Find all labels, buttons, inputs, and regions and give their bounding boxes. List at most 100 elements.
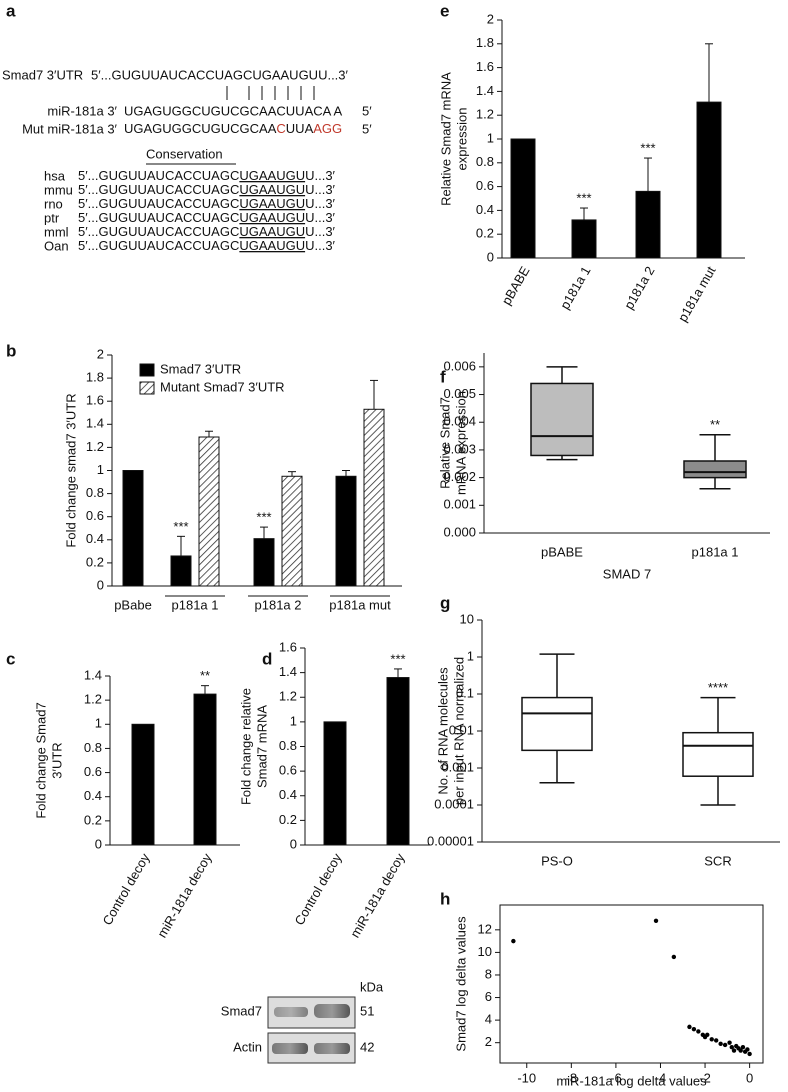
sequence-part: UGAGUGGCUGUCGCAA bbox=[124, 121, 277, 136]
seed-site: UGAAUGU bbox=[239, 182, 305, 197]
point bbox=[745, 1047, 750, 1052]
conservation-title: Conservation bbox=[146, 146, 223, 161]
sequence-part: U...3′ bbox=[305, 210, 335, 225]
point bbox=[731, 1048, 737, 1053]
significance: *** bbox=[640, 140, 655, 155]
point bbox=[653, 918, 659, 923]
target-sequence: 5′...GUGUUAUCACCUAGCUGAAUGUU...3′ bbox=[91, 67, 349, 82]
x-tick-label: p181a 2 bbox=[255, 597, 302, 612]
box bbox=[683, 460, 747, 479]
point bbox=[705, 1032, 710, 1037]
x-tick-label: -4 bbox=[655, 1070, 667, 1085]
mutant-sequence: UGAGUGGCUGUCGCAACUUAAGG bbox=[124, 121, 342, 136]
y-tick-label: 0.6 bbox=[279, 763, 297, 778]
y-tick-label: 0.0001 bbox=[434, 796, 474, 811]
y-tick-label: 2 bbox=[485, 1034, 492, 1049]
y-tick-label: 0.001 bbox=[441, 759, 474, 774]
bar bbox=[131, 723, 155, 846]
y-tick-label: 1.2 bbox=[86, 439, 104, 454]
species-sequence: 5′...GUGUUAUCACCUAGCUGAAUGUU...3′ bbox=[78, 224, 336, 239]
y-tick-label: 1.2 bbox=[279, 689, 297, 704]
x-tick-label: Control decoy bbox=[99, 850, 152, 927]
box bbox=[530, 382, 594, 457]
y-tick-label: 4 bbox=[485, 1012, 492, 1027]
significance: *** bbox=[576, 190, 591, 205]
x-tick-label: -10 bbox=[517, 1070, 536, 1085]
blot-band bbox=[314, 1043, 350, 1054]
panel-label: d bbox=[262, 649, 272, 668]
species-sequence: 5′...GUGUUAUCACCUAGCUGAAUGUU...3′ bbox=[78, 168, 336, 183]
bar bbox=[510, 138, 536, 259]
y-tick-label: 0.2 bbox=[279, 812, 297, 827]
point bbox=[671, 954, 677, 960]
bar bbox=[193, 693, 217, 846]
pairing-lines bbox=[226, 86, 315, 100]
box bbox=[682, 731, 754, 777]
y-tick-label: 0.6 bbox=[476, 178, 494, 193]
y-tick-label: 1 bbox=[487, 130, 494, 145]
y-axis-label: per input RNA normalized bbox=[451, 657, 466, 805]
y-tick-label: 0.8 bbox=[86, 485, 104, 500]
y-axis-label: Fold change smad7 3′UTR bbox=[63, 393, 78, 547]
point bbox=[718, 1041, 723, 1047]
y-tick-label: 0 bbox=[97, 577, 104, 592]
x-tick-label: -2 bbox=[699, 1070, 711, 1085]
point bbox=[691, 1026, 697, 1032]
y-tick-label: 0.005 bbox=[443, 386, 476, 401]
bar bbox=[386, 677, 410, 846]
y-tick-label: 0.6 bbox=[86, 508, 104, 523]
legend-swatch bbox=[139, 363, 155, 377]
species-sequence: 5′...GUGUUAUCACCUAGCUGAAUGUU...3′ bbox=[78, 196, 336, 211]
panel-label: f bbox=[440, 367, 446, 386]
blot-band bbox=[272, 1043, 308, 1054]
bar bbox=[571, 219, 597, 259]
y-tick-label: 2 bbox=[487, 11, 494, 26]
sequence-part: 5′...GUGUUAUCACCUAGC bbox=[78, 168, 239, 183]
y-tick-label: 1.4 bbox=[279, 664, 297, 679]
y-tick-label: 1.6 bbox=[279, 639, 297, 654]
seed-site: UGAAUGU bbox=[239, 238, 305, 253]
species-sequence: 5′...GUGUUAUCACCUAGCUGAAUGUU...3′ bbox=[78, 238, 336, 253]
y-tick-label: 8 bbox=[485, 966, 492, 981]
blot-band bbox=[314, 1004, 350, 1018]
y-tick-label: 0.4 bbox=[84, 788, 102, 803]
species-sequence: 5′...GUGUUAUCACCUAGCUGAAUGUU...3′ bbox=[78, 182, 336, 197]
y-tick-label: 0.8 bbox=[279, 738, 297, 753]
y-tick-label: 0.8 bbox=[84, 740, 102, 755]
sequence-part: 5′...GUGUUAUCACCUAGC bbox=[78, 182, 239, 197]
point bbox=[722, 1042, 728, 1048]
y-tick-label: 1.2 bbox=[84, 692, 102, 707]
seed-site: UGAAUGU bbox=[239, 210, 305, 225]
bar bbox=[335, 475, 357, 587]
point bbox=[713, 1038, 719, 1043]
point bbox=[738, 1048, 743, 1053]
plot-frame bbox=[499, 904, 764, 1064]
bar bbox=[635, 190, 661, 259]
point bbox=[696, 1029, 701, 1034]
panel-label: g bbox=[440, 593, 450, 612]
point bbox=[511, 938, 516, 944]
y-tick-label: 1.4 bbox=[476, 83, 494, 98]
bar bbox=[696, 101, 722, 259]
sequence-part: U...3′ bbox=[305, 168, 335, 183]
y-tick-label: 6 bbox=[485, 989, 492, 1004]
y-axis-label: Smad7 mRNA bbox=[254, 705, 269, 788]
x-tick-label: pBabe bbox=[114, 597, 152, 612]
species-name: rno bbox=[44, 196, 63, 211]
blot-unit: kDa bbox=[360, 979, 384, 994]
x-tick-label: PS-O bbox=[541, 853, 573, 868]
sequence-part: UUA bbox=[286, 121, 314, 136]
y-tick-label: 0 bbox=[95, 836, 102, 851]
y-tick-label: 0.004 bbox=[443, 414, 476, 429]
y-tick-label: 0.1 bbox=[456, 685, 474, 700]
x-tick-label: p181a mut bbox=[675, 263, 719, 324]
x-tick-label: p181a mut bbox=[329, 597, 391, 612]
point bbox=[709, 1037, 714, 1042]
y-tick-label: 0.006 bbox=[443, 358, 476, 373]
y-axis-label: 3′UTR bbox=[49, 742, 64, 778]
y-axis-label: Relative Smad7 mRNA bbox=[438, 72, 453, 206]
y-tick-label: 0.4 bbox=[279, 787, 297, 802]
x-tick-label: SCR bbox=[704, 853, 731, 868]
species-name: hsa bbox=[44, 168, 66, 183]
y-tick-label: 10 bbox=[460, 611, 474, 626]
